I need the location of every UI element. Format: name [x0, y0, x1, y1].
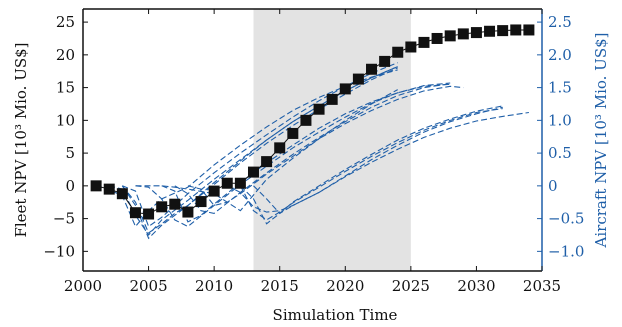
fleet-point-2027: [431, 32, 443, 44]
fleet-series-line: [95, 29, 529, 215]
fleet-point-2018: [313, 103, 325, 115]
aircraft-series-line-6: [135, 89, 398, 212]
aircraft-series-line-9: [174, 83, 451, 214]
fleet-point-2032: [497, 25, 509, 37]
fleet-point-2033: [510, 24, 522, 36]
fleet-point-2001: [90, 180, 102, 192]
fleet-point-2028: [444, 30, 456, 42]
x-tick-label-2005: 2005: [129, 277, 167, 295]
fleet-point-2016: [287, 127, 299, 139]
aircraft-series-line-8: [161, 83, 451, 223]
y-tick-label--5: −5: [53, 210, 75, 228]
x-tick-label-2020: 2020: [326, 277, 364, 295]
fleet-point-2019: [326, 93, 338, 105]
fleet-point-2009: [195, 196, 207, 208]
fleet-point-2020: [339, 83, 351, 95]
fleet-point-2011: [221, 177, 233, 189]
y-tick-label-25: 25: [56, 13, 75, 31]
fleet-point-2012: [234, 177, 246, 189]
fleet-point-2007: [169, 198, 181, 210]
y-tick-label--10: −10: [43, 242, 75, 260]
y-axis-label-left: Fleet NPV [10³ Mio. US$]: [12, 42, 30, 237]
x-tick-label-2035: 2035: [523, 277, 561, 295]
y-tick-label-10: 10: [56, 111, 75, 129]
fleet-point-2017: [300, 114, 312, 126]
fleet-point-2013: [247, 166, 259, 178]
fleet-point-2003: [116, 188, 128, 200]
fleet-point-2029: [457, 28, 469, 40]
fleet-series-layer: [90, 24, 535, 220]
y-tick-label-right-0.5: 0.5: [548, 144, 572, 162]
plot-frame-layer: [82, 8, 543, 272]
aircraft-series-line-10: [187, 85, 464, 207]
y-tick-label-right-1.0: 1.0: [548, 111, 572, 129]
fleet-point-2021: [352, 73, 364, 85]
y-axis-label-right: Aircraft NPV [10³ Mio. US$]: [592, 33, 610, 249]
fleet-point-2023: [379, 55, 391, 67]
fleet-point-2010: [208, 185, 220, 197]
x-tick-label-2030: 2030: [457, 277, 495, 295]
y-tick-label-right-−1.0: −1.0: [548, 242, 584, 260]
aircraft-series-line-13: [239, 108, 503, 221]
fleet-point-2030: [470, 27, 482, 39]
fleet-point-2006: [156, 201, 168, 213]
y-tick-label-right-−0.5: −0.5: [548, 210, 584, 228]
y-tick-label-20: 20: [56, 46, 75, 64]
aircraft-series-line-11: [227, 106, 503, 213]
fleet-point-2025: [405, 41, 417, 53]
fleet-point-2031: [484, 25, 496, 37]
y-tick-label-0: 0: [65, 177, 75, 195]
fleet-point-2026: [418, 36, 430, 48]
x-tick-label-2015: 2015: [261, 277, 299, 295]
fleet-point-2004: [129, 207, 141, 219]
fleet-point-2008: [182, 206, 194, 218]
y-tick-label-5: 5: [65, 144, 75, 162]
aircraft-series-line-14: [253, 111, 529, 215]
x-axis-label: Simulation Time: [273, 306, 398, 324]
fleet-point-2002: [103, 183, 115, 195]
aircraft-series-layer: [95, 62, 529, 240]
y-tick-label-right-2.0: 2.0: [548, 46, 572, 64]
fleet-point-2005: [143, 208, 155, 220]
axis-ticks-layer: 2000 2005 2010 2015 2020 2025 2030 2035−10−5051…: [43, 9, 584, 295]
fleet-point-2024: [392, 46, 404, 58]
x-tick-label-2025: 2025: [392, 277, 430, 295]
shaded-region-layer: [253, 9, 411, 271]
x-tick-label-2000: 2000: [64, 277, 102, 295]
y-tick-label-15: 15: [56, 79, 75, 97]
x-tick-label-2010: 2010: [195, 277, 233, 295]
y-tick-label-right-2.5: 2.5: [548, 13, 572, 31]
fleet-point-2014: [261, 156, 273, 168]
fleet-point-2015: [274, 142, 286, 154]
y-tick-label-right-0: 0: [548, 177, 558, 195]
y-tick-label-right-1.5: 1.5: [548, 79, 572, 97]
aircraft-series-line-12: [240, 105, 503, 225]
fleet-point-2034: [523, 24, 535, 36]
fleet-point-2022: [366, 63, 378, 75]
aircraft-series-line-1: [95, 69, 398, 228]
shaded-period: [253, 9, 411, 271]
aircraft-series-line-3: [121, 67, 398, 240]
